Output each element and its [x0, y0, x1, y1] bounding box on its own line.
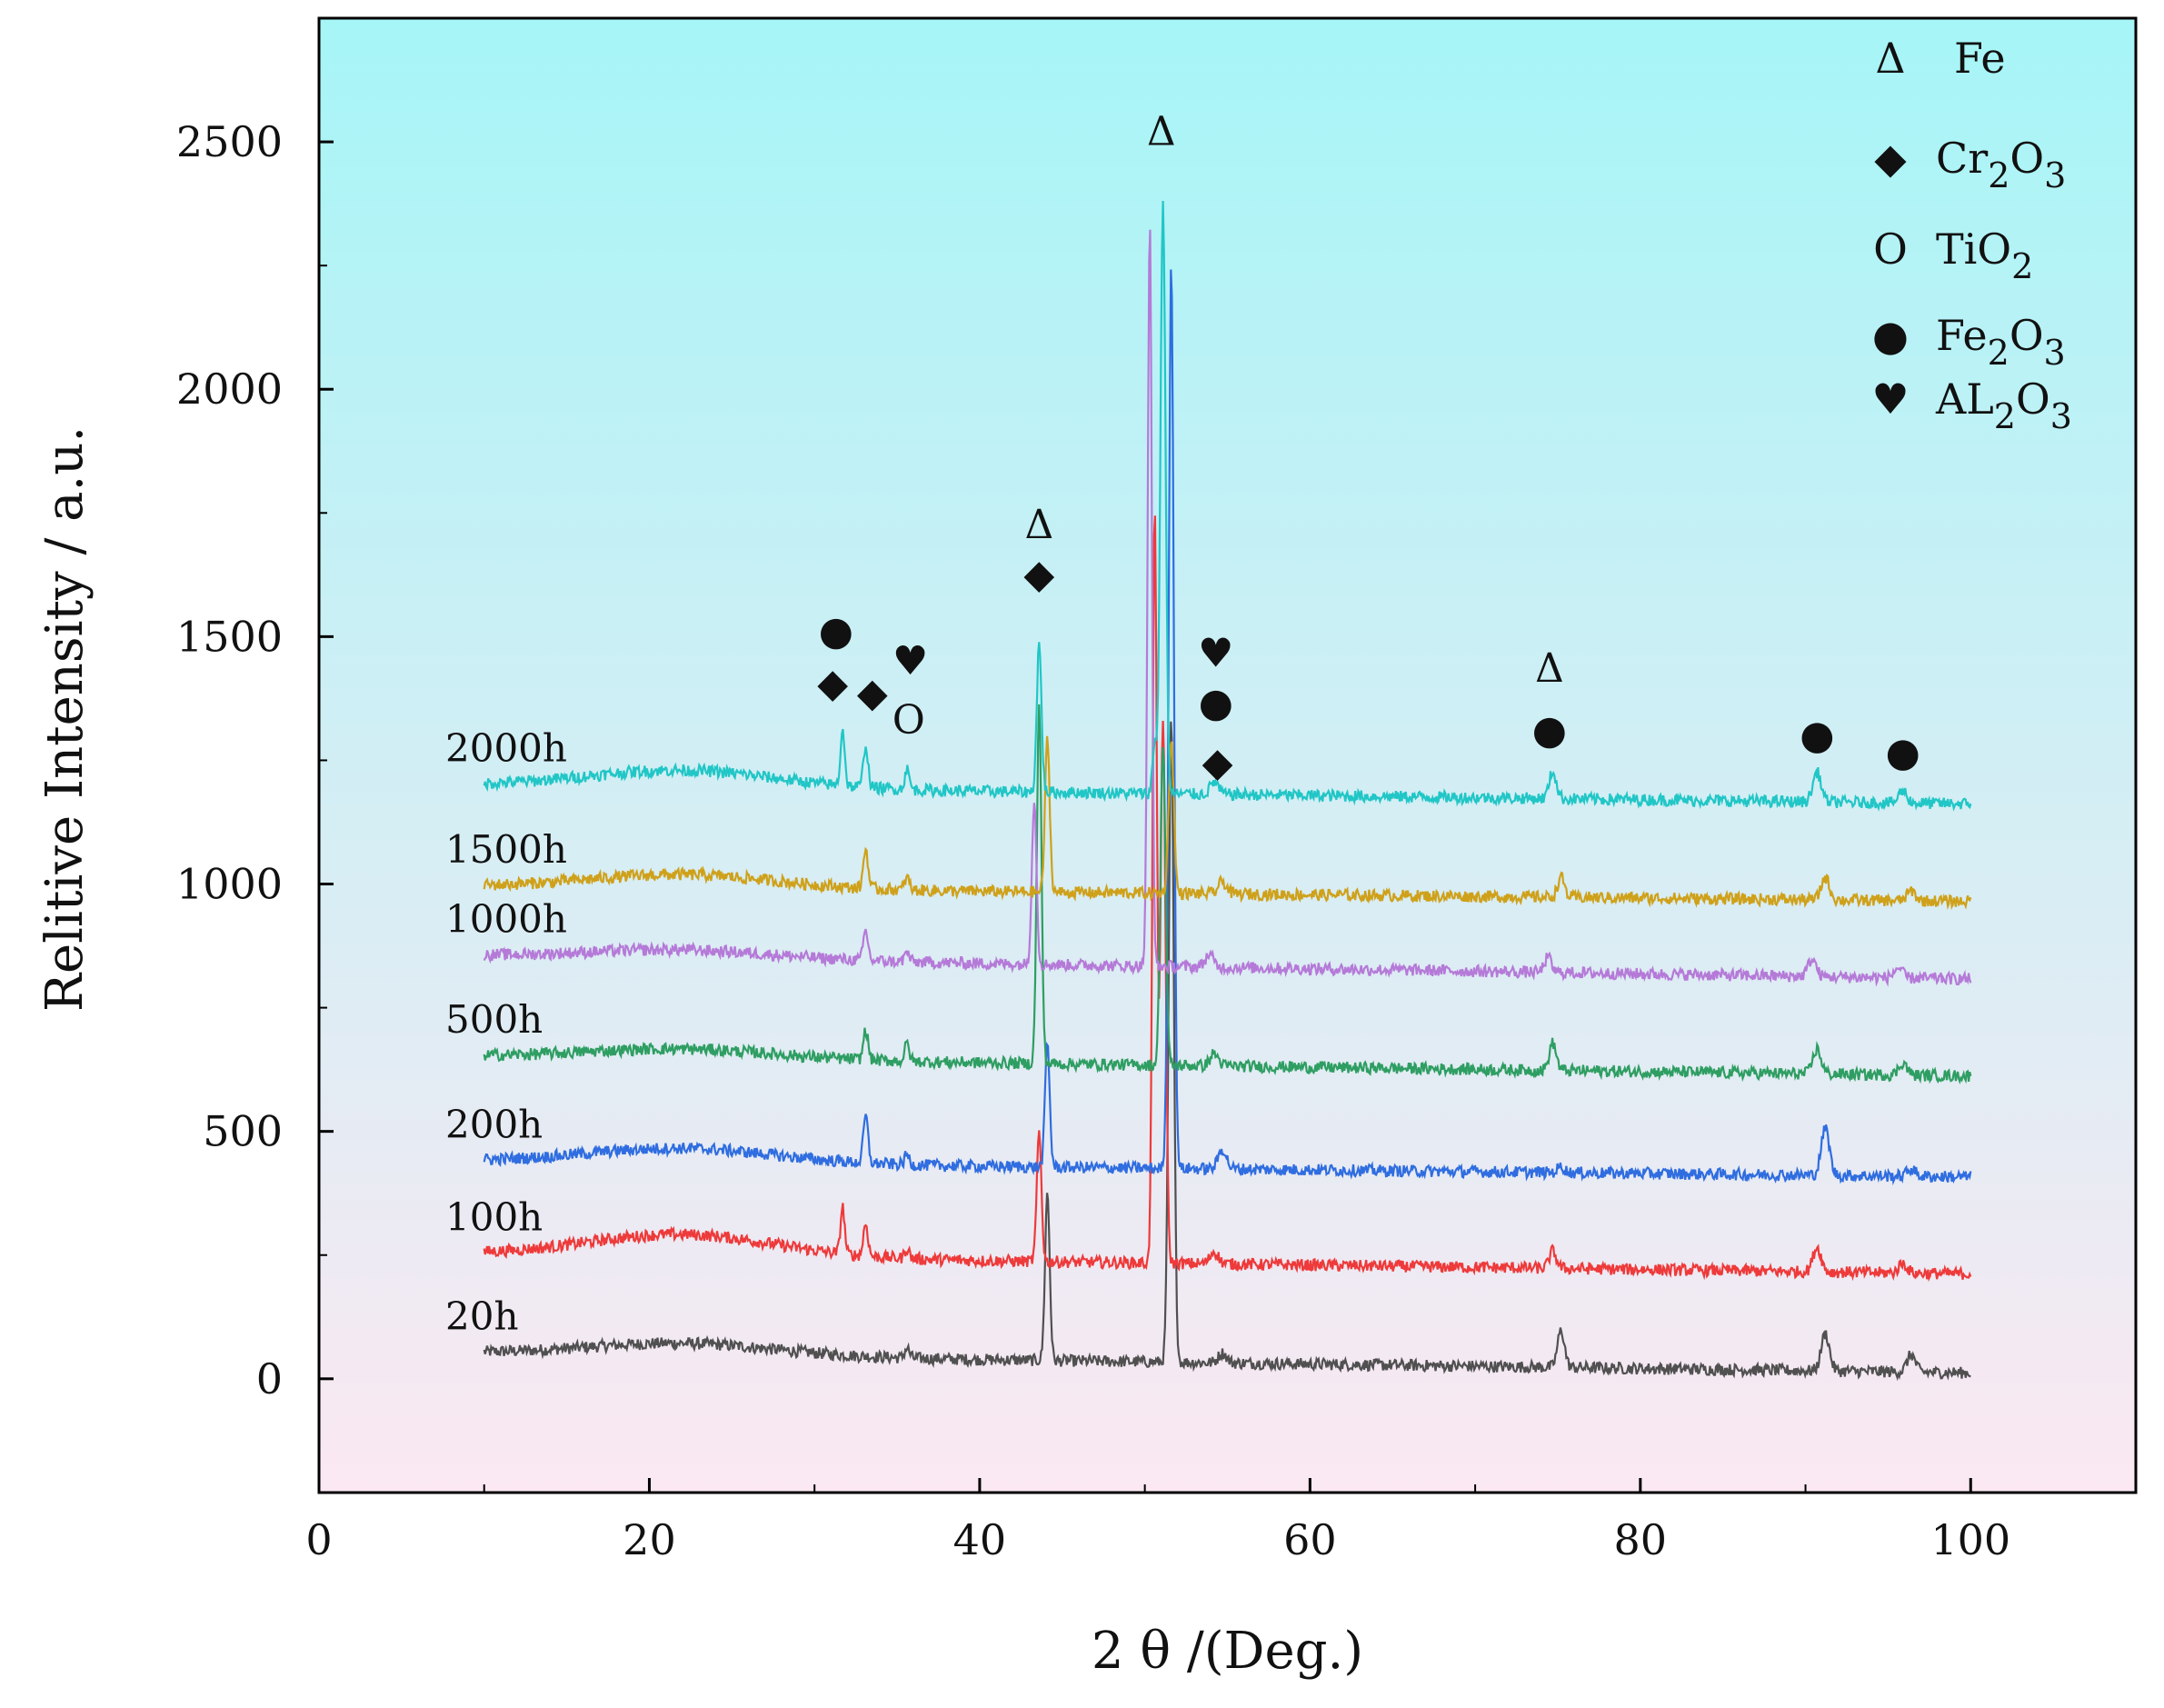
peak-marker-12: ●	[1532, 707, 1567, 754]
legend-symbol-1: ◆	[1874, 134, 1907, 183]
plot-background	[317, 16, 2138, 1494]
series-line-1000h	[483, 229, 1972, 987]
series-label-100h: 100h	[445, 1195, 543, 1240]
x-tick-label-40: 40	[953, 1515, 1007, 1564]
y-tick-label-1000: 1000	[176, 860, 283, 909]
peak-marker-0: ●	[819, 608, 853, 654]
x-tick-label-0: 0	[305, 1515, 332, 1564]
series-line-20h	[483, 721, 1971, 1382]
x-tick-label-60: 60	[1283, 1515, 1337, 1564]
series-label-20h: 20h	[445, 1294, 519, 1339]
series-line-200h	[483, 269, 1972, 1186]
legend-symbol-4: ♥	[1871, 375, 1909, 424]
peak-marker-9: ●	[1199, 680, 1233, 726]
peak-marker-13: ●	[1800, 712, 1834, 758]
y-tick-label-500: 500	[203, 1107, 283, 1156]
legend-symbol-2: O	[1873, 225, 1908, 274]
peak-marker-10: ◆	[1202, 739, 1233, 785]
legend-label-4: AL2O3	[1935, 375, 2072, 436]
legend-label-0: Fe	[1954, 34, 2006, 83]
legend-symbol-0: Δ	[1875, 34, 1905, 83]
y-tick-label-2500: 2500	[176, 117, 283, 166]
x-tick-label-20: 20	[623, 1515, 676, 1564]
series-label-200h: 200h	[445, 1102, 543, 1146]
peak-marker-14: ●	[1886, 730, 1920, 776]
series-line-500h	[483, 704, 1972, 1084]
series-label-1500h: 1500h	[445, 827, 567, 872]
legend-label-3: Fe2O3	[1936, 311, 2066, 373]
y-tick-label-2000: 2000	[176, 365, 283, 414]
y-tick-label-0: 0	[256, 1354, 283, 1403]
x-tick-label-80: 80	[1614, 1515, 1668, 1564]
y-tick-label-1500: 1500	[176, 612, 283, 661]
series-line-2000h	[483, 200, 1972, 812]
legend-label-1: Cr2O3	[1936, 134, 2066, 195]
legend-label-2: TiO2	[1936, 225, 2033, 286]
y-axis-title: Relitive Intensity / a.u.	[35, 426, 95, 1012]
series-line-100h	[483, 515, 1972, 1283]
series-line-1500h	[483, 735, 1972, 911]
peak-marker-8: ♥	[1198, 631, 1233, 677]
x-axis-title: 2 θ /(Deg.)	[1092, 1622, 1363, 1681]
peak-marker-2: ◆	[857, 670, 888, 716]
legend-symbol-3: ●	[1872, 311, 1909, 360]
series-label-1000h: 1000h	[445, 896, 567, 941]
peak-marker-6: ◆	[1023, 552, 1054, 598]
series-label-2000h: 2000h	[445, 726, 567, 771]
peak-marker-5: Δ	[1024, 502, 1053, 548]
peak-marker-11: Δ	[1535, 645, 1564, 692]
peak-marker-4: O	[893, 697, 925, 744]
x-tick-label-100: 100	[1930, 1515, 2010, 1564]
peak-marker-1: ◆	[817, 660, 848, 706]
series-label-500h: 500h	[445, 997, 543, 1042]
peak-marker-7: Δ	[1147, 108, 1176, 155]
peak-marker-3: ♥	[893, 638, 928, 684]
